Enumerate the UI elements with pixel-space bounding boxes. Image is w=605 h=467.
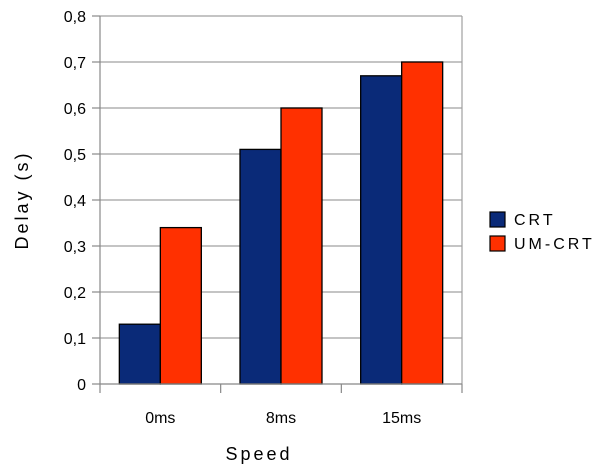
legend-swatch-crt: [489, 211, 506, 228]
legend-swatch-um-crt: [489, 235, 506, 252]
bar-crt-0ms: [118, 323, 161, 385]
legend: CRT UM-CRT: [489, 211, 595, 253]
x-tick-label: 0ms: [145, 410, 175, 427]
legend-label-crt: CRT: [514, 212, 556, 229]
axes: [92, 15, 463, 393]
y-tick-label: 0: [77, 377, 86, 394]
y-tick-label: 0,4: [64, 193, 86, 210]
y-tick-label: 0,7: [64, 55, 86, 72]
y-tick-label: 0,6: [64, 101, 86, 118]
y-tick-label: 0,3: [64, 239, 86, 256]
bars: [118, 61, 444, 385]
legend-label-um-crt: UM-CRT: [514, 236, 595, 253]
y-tick-label: 0,1: [64, 331, 86, 348]
y-tick-labels: 0 0,1 0,2 0,3 0,4 0,5 0,6 0,7 0,8: [64, 9, 86, 394]
y-tick-label: 0,8: [64, 9, 86, 26]
x-axis-title: Speed: [225, 444, 292, 464]
y-tick-label: 0,5: [64, 147, 86, 164]
bar-um-crt-15ms: [401, 61, 444, 385]
x-tick-labels: 0ms 8ms 15ms: [145, 410, 421, 427]
x-tick-label: 15ms: [382, 410, 421, 427]
y-axis-title: Delay (s): [12, 150, 32, 249]
x-tick-label: 8ms: [266, 410, 296, 427]
bar-um-crt-8ms: [280, 107, 323, 385]
bar-crt-8ms: [239, 148, 282, 385]
bar-crt-15ms: [360, 75, 403, 385]
y-tick-label: 0,2: [64, 285, 86, 302]
bar-um-crt-0ms: [159, 226, 202, 385]
